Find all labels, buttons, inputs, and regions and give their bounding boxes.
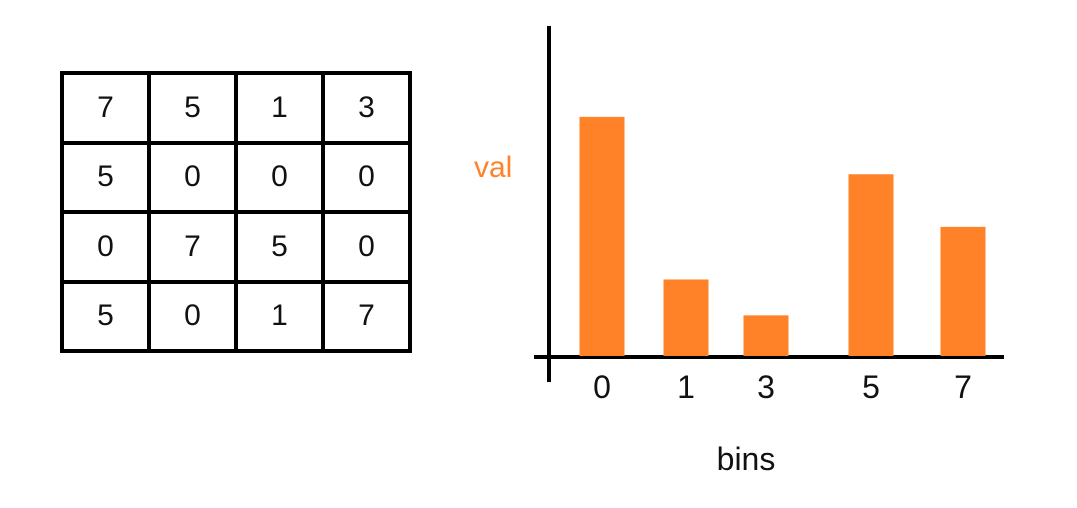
matrix-row: 5 0 0 0 [60,140,412,214]
matrix-cell: 5 [147,71,238,145]
matrix-row: 5 0 1 7 [60,279,412,353]
x-tick-label: 7 [954,369,972,405]
matrix-cell: 7 [60,71,151,145]
matrix-cell: 0 [321,210,412,284]
matrix-row: 7 5 1 3 [60,71,412,145]
matrix-cell: 3 [321,71,412,145]
matrix-cell: 1 [234,279,325,353]
x-axis-label: bins [717,441,776,477]
matrix-cell: 0 [147,279,238,353]
matrix-cell: 5 [60,140,151,214]
x-tick-label: 1 [677,369,695,405]
bar-3 [743,315,789,356]
bars-group [579,116,986,356]
matrix-cell: 0 [147,140,238,214]
bar-7 [940,226,986,356]
x-tick-label: 3 [757,369,775,405]
matrix-cell: 5 [60,279,151,353]
bar-1 [663,279,709,356]
matrix-cell: 7 [147,210,238,284]
matrix-table: 7 5 1 3 5 0 0 0 0 7 5 0 5 0 1 7 [60,71,412,353]
matrix-cell: 0 [234,140,325,214]
x-tick-label: 0 [593,369,611,405]
matrix-cell: 7 [321,279,412,353]
matrix-cell: 1 [234,71,325,145]
number-matrix: 7 5 1 3 5 0 0 0 0 7 5 0 5 0 1 7 [60,71,412,353]
x-tick-label: 5 [862,369,880,405]
ticks-group: 0 1 3 5 7 [593,369,972,405]
matrix-cell: 0 [60,210,151,284]
y-axis-label: val [474,151,512,184]
matrix-row: 0 7 5 0 [60,210,412,284]
bar-0 [579,116,625,356]
matrix-cell: 5 [234,210,325,284]
bar-5 [848,174,894,356]
matrix-cell: 0 [321,140,412,214]
